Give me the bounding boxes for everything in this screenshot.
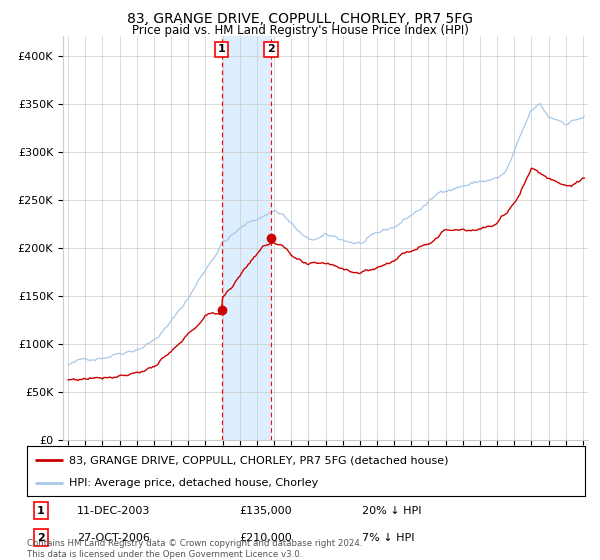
Text: 1: 1 [218,44,226,54]
Bar [221,36,271,440]
Text: 11-DEC-2003: 11-DEC-2003 [77,506,151,516]
Text: 2: 2 [37,533,45,543]
Text: £135,000: £135,000 [239,506,292,516]
Text: 1: 1 [37,506,45,516]
Text: 27-OCT-2006: 27-OCT-2006 [77,533,150,543]
Text: Price paid vs. HM Land Registry's House Price Index (HPI): Price paid vs. HM Land Registry's House … [131,24,469,36]
Text: 2: 2 [267,44,275,54]
Text: 7% ↓ HPI: 7% ↓ HPI [362,533,415,543]
Text: 83, GRANGE DRIVE, COPPULL, CHORLEY, PR7 5FG (detached house): 83, GRANGE DRIVE, COPPULL, CHORLEY, PR7 … [69,455,448,465]
Text: 20% ↓ HPI: 20% ↓ HPI [362,506,421,516]
Text: 83, GRANGE DRIVE, COPPULL, CHORLEY, PR7 5FG: 83, GRANGE DRIVE, COPPULL, CHORLEY, PR7 … [127,12,473,26]
Text: £210,000: £210,000 [239,533,292,543]
Text: HPI: Average price, detached house, Chorley: HPI: Average price, detached house, Chor… [69,478,318,488]
Text: Contains HM Land Registry data © Crown copyright and database right 2024.
This d: Contains HM Land Registry data © Crown c… [27,539,362,559]
